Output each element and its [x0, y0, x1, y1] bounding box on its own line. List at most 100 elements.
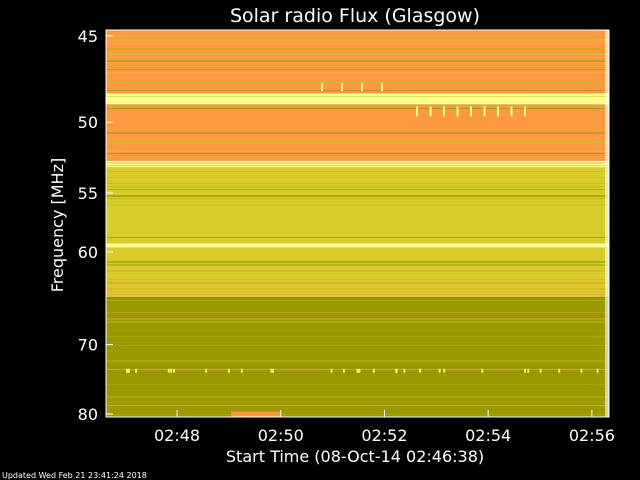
texture-line: [106, 57, 609, 58]
chart-title: Solar radio Flux (Glasgow): [230, 5, 480, 27]
burst-dot: [481, 368, 484, 373]
spectrogram-texture: [106, 36, 609, 415]
burst-dot: [127, 368, 130, 373]
burst-mark: [341, 83, 343, 92]
texture-line: [106, 264, 609, 266]
burst-dot: [443, 368, 446, 373]
texture-line: [106, 54, 609, 55]
y-tick-label: 60: [78, 243, 98, 262]
burst-dot: [438, 368, 441, 373]
texture-line: [106, 171, 609, 172]
texture-line: [106, 312, 609, 313]
texture-line: [106, 255, 609, 256]
x-axis-ticks: 02:48 02:50 02:52 02:54 02:56: [154, 410, 615, 445]
texture-line: [106, 63, 609, 65]
texture-line: [106, 90, 609, 91]
burst-mark: [361, 83, 363, 92]
texture-line: [106, 321, 609, 323]
plot-frame: [105, 29, 610, 418]
burst-mark: [497, 106, 499, 117]
texture-line: [106, 402, 609, 403]
burst-mark: [456, 106, 459, 117]
burst-mark: [321, 83, 323, 92]
texture-line: [106, 132, 609, 134]
y-axis-ticks: 45 50 55 60 70 80: [78, 27, 113, 424]
texture-line: [106, 291, 609, 293]
burst-dot: [419, 368, 422, 373]
band-1: [106, 93, 609, 105]
x-tick-label: 02:54: [465, 426, 511, 445]
texture-line: [106, 384, 609, 385]
burst-mark: [381, 83, 383, 92]
texture-line: [106, 81, 609, 83]
texture-line: [106, 315, 609, 316]
band-4: [106, 167, 609, 244]
burst-dot: [227, 368, 230, 373]
burst-dot: [524, 368, 527, 373]
texture-line: [106, 108, 609, 109]
texture-line: [106, 279, 609, 280]
texture-line: [106, 267, 609, 268]
texture-line: [106, 42, 609, 44]
update-timestamp: Updated Wed Feb 21 23:41:24 2018: [2, 471, 147, 480]
band-5: [106, 243, 609, 248]
burst-dot: [596, 368, 599, 373]
texture-line: [106, 414, 609, 415]
texture-line: [106, 360, 609, 362]
burst-dot: [358, 368, 361, 373]
burst-mark: [483, 106, 486, 117]
burst-dot: [330, 368, 333, 373]
band-3: [106, 160, 609, 168]
texture-line: [106, 186, 609, 187]
burst-dot: [167, 368, 170, 373]
texture-line: [106, 72, 609, 73]
texture-line: [106, 69, 609, 70]
texture-line: [106, 48, 609, 50]
x-tick-label: 02:56: [569, 426, 615, 445]
burst-mark: [443, 106, 445, 117]
texture-line: [106, 177, 609, 178]
texture-line: [106, 261, 609, 263]
texture-line: [106, 300, 609, 301]
burst-dot: [580, 368, 583, 373]
texture-line: [106, 96, 609, 97]
texture-line: [106, 60, 609, 62]
texture-line: [106, 201, 609, 202]
y-tick-label: 50: [78, 113, 98, 132]
y-axis-label: Frequency [MHz]: [48, 158, 67, 292]
texture-line: [106, 87, 609, 88]
burst-dot: [170, 368, 173, 373]
x-tick-label: 02:50: [258, 426, 304, 445]
y-tick-label: 55: [78, 184, 98, 203]
texture-line: [106, 336, 609, 337]
burst-dot: [342, 368, 345, 373]
texture-line: [106, 39, 609, 41]
texture-line: [106, 198, 609, 199]
texture-line: [106, 294, 609, 295]
texture-line: [106, 183, 609, 184]
burst-dot: [270, 368, 273, 373]
burst-dot: [558, 368, 561, 373]
texture-line: [106, 396, 609, 398]
texture-line: [106, 189, 609, 190]
x-tick-label: 02:48: [154, 426, 200, 445]
burst-mark: [429, 106, 432, 117]
texture-line: [106, 36, 609, 37]
texture-line: [106, 276, 609, 277]
y-tick-label: 70: [78, 336, 98, 355]
texture-line: [106, 282, 609, 284]
burst-dot: [135, 368, 138, 373]
texture-line: [106, 345, 609, 346]
burst-dot: [205, 368, 208, 373]
texture-line: [106, 270, 609, 272]
texture-line: [106, 165, 609, 166]
texture-line: [106, 150, 609, 152]
burst-dot: [527, 368, 530, 373]
burst-dot: [240, 368, 243, 373]
texture-line: [106, 129, 609, 130]
texture-line: [106, 195, 609, 197]
spectrogram-bands: [106, 30, 609, 417]
burst-mark: [416, 106, 418, 117]
burst-mark: [470, 106, 472, 117]
